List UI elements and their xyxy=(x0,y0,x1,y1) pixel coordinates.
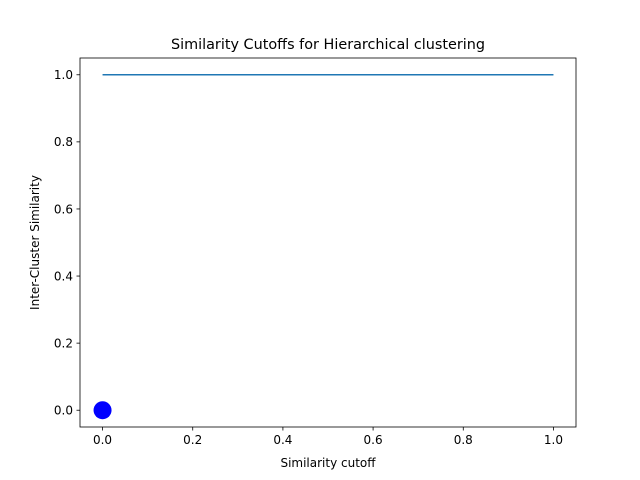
y-tick-label: 0.6 xyxy=(54,202,73,216)
y-tick-label: 0.2 xyxy=(54,336,73,350)
y-tick-label: 0.4 xyxy=(54,269,73,283)
x-tick-label: 0.0 xyxy=(93,433,112,447)
series-layer xyxy=(93,74,554,420)
y-axis-label: Inter-Cluster Similarity xyxy=(28,175,42,310)
scatter-point-1-0 xyxy=(93,401,112,420)
chart-title: Similarity Cutoffs for Hierarchical clus… xyxy=(171,37,485,53)
x-axis-label: Similarity cutoff xyxy=(280,456,376,470)
x-tick-label: 1.0 xyxy=(544,433,563,447)
x-tick-label: 0.8 xyxy=(454,433,473,447)
y-tick-label: 0.0 xyxy=(54,404,73,418)
y-axis-ticks: 0.0 0.2 0.4 0.6 0.8 1.0 xyxy=(54,68,80,418)
y-tick-label: 0.8 xyxy=(54,135,73,149)
x-tick-label: 0.4 xyxy=(273,433,292,447)
axes-frame xyxy=(79,57,577,428)
x-tick-label: 0.6 xyxy=(364,433,383,447)
plot-area xyxy=(80,58,576,427)
x-tick-label: 0.2 xyxy=(183,433,202,447)
x-axis-ticks: 0.0 0.2 0.4 0.6 0.8 1.0 xyxy=(93,427,563,447)
y-tick-label: 1.0 xyxy=(54,68,73,82)
